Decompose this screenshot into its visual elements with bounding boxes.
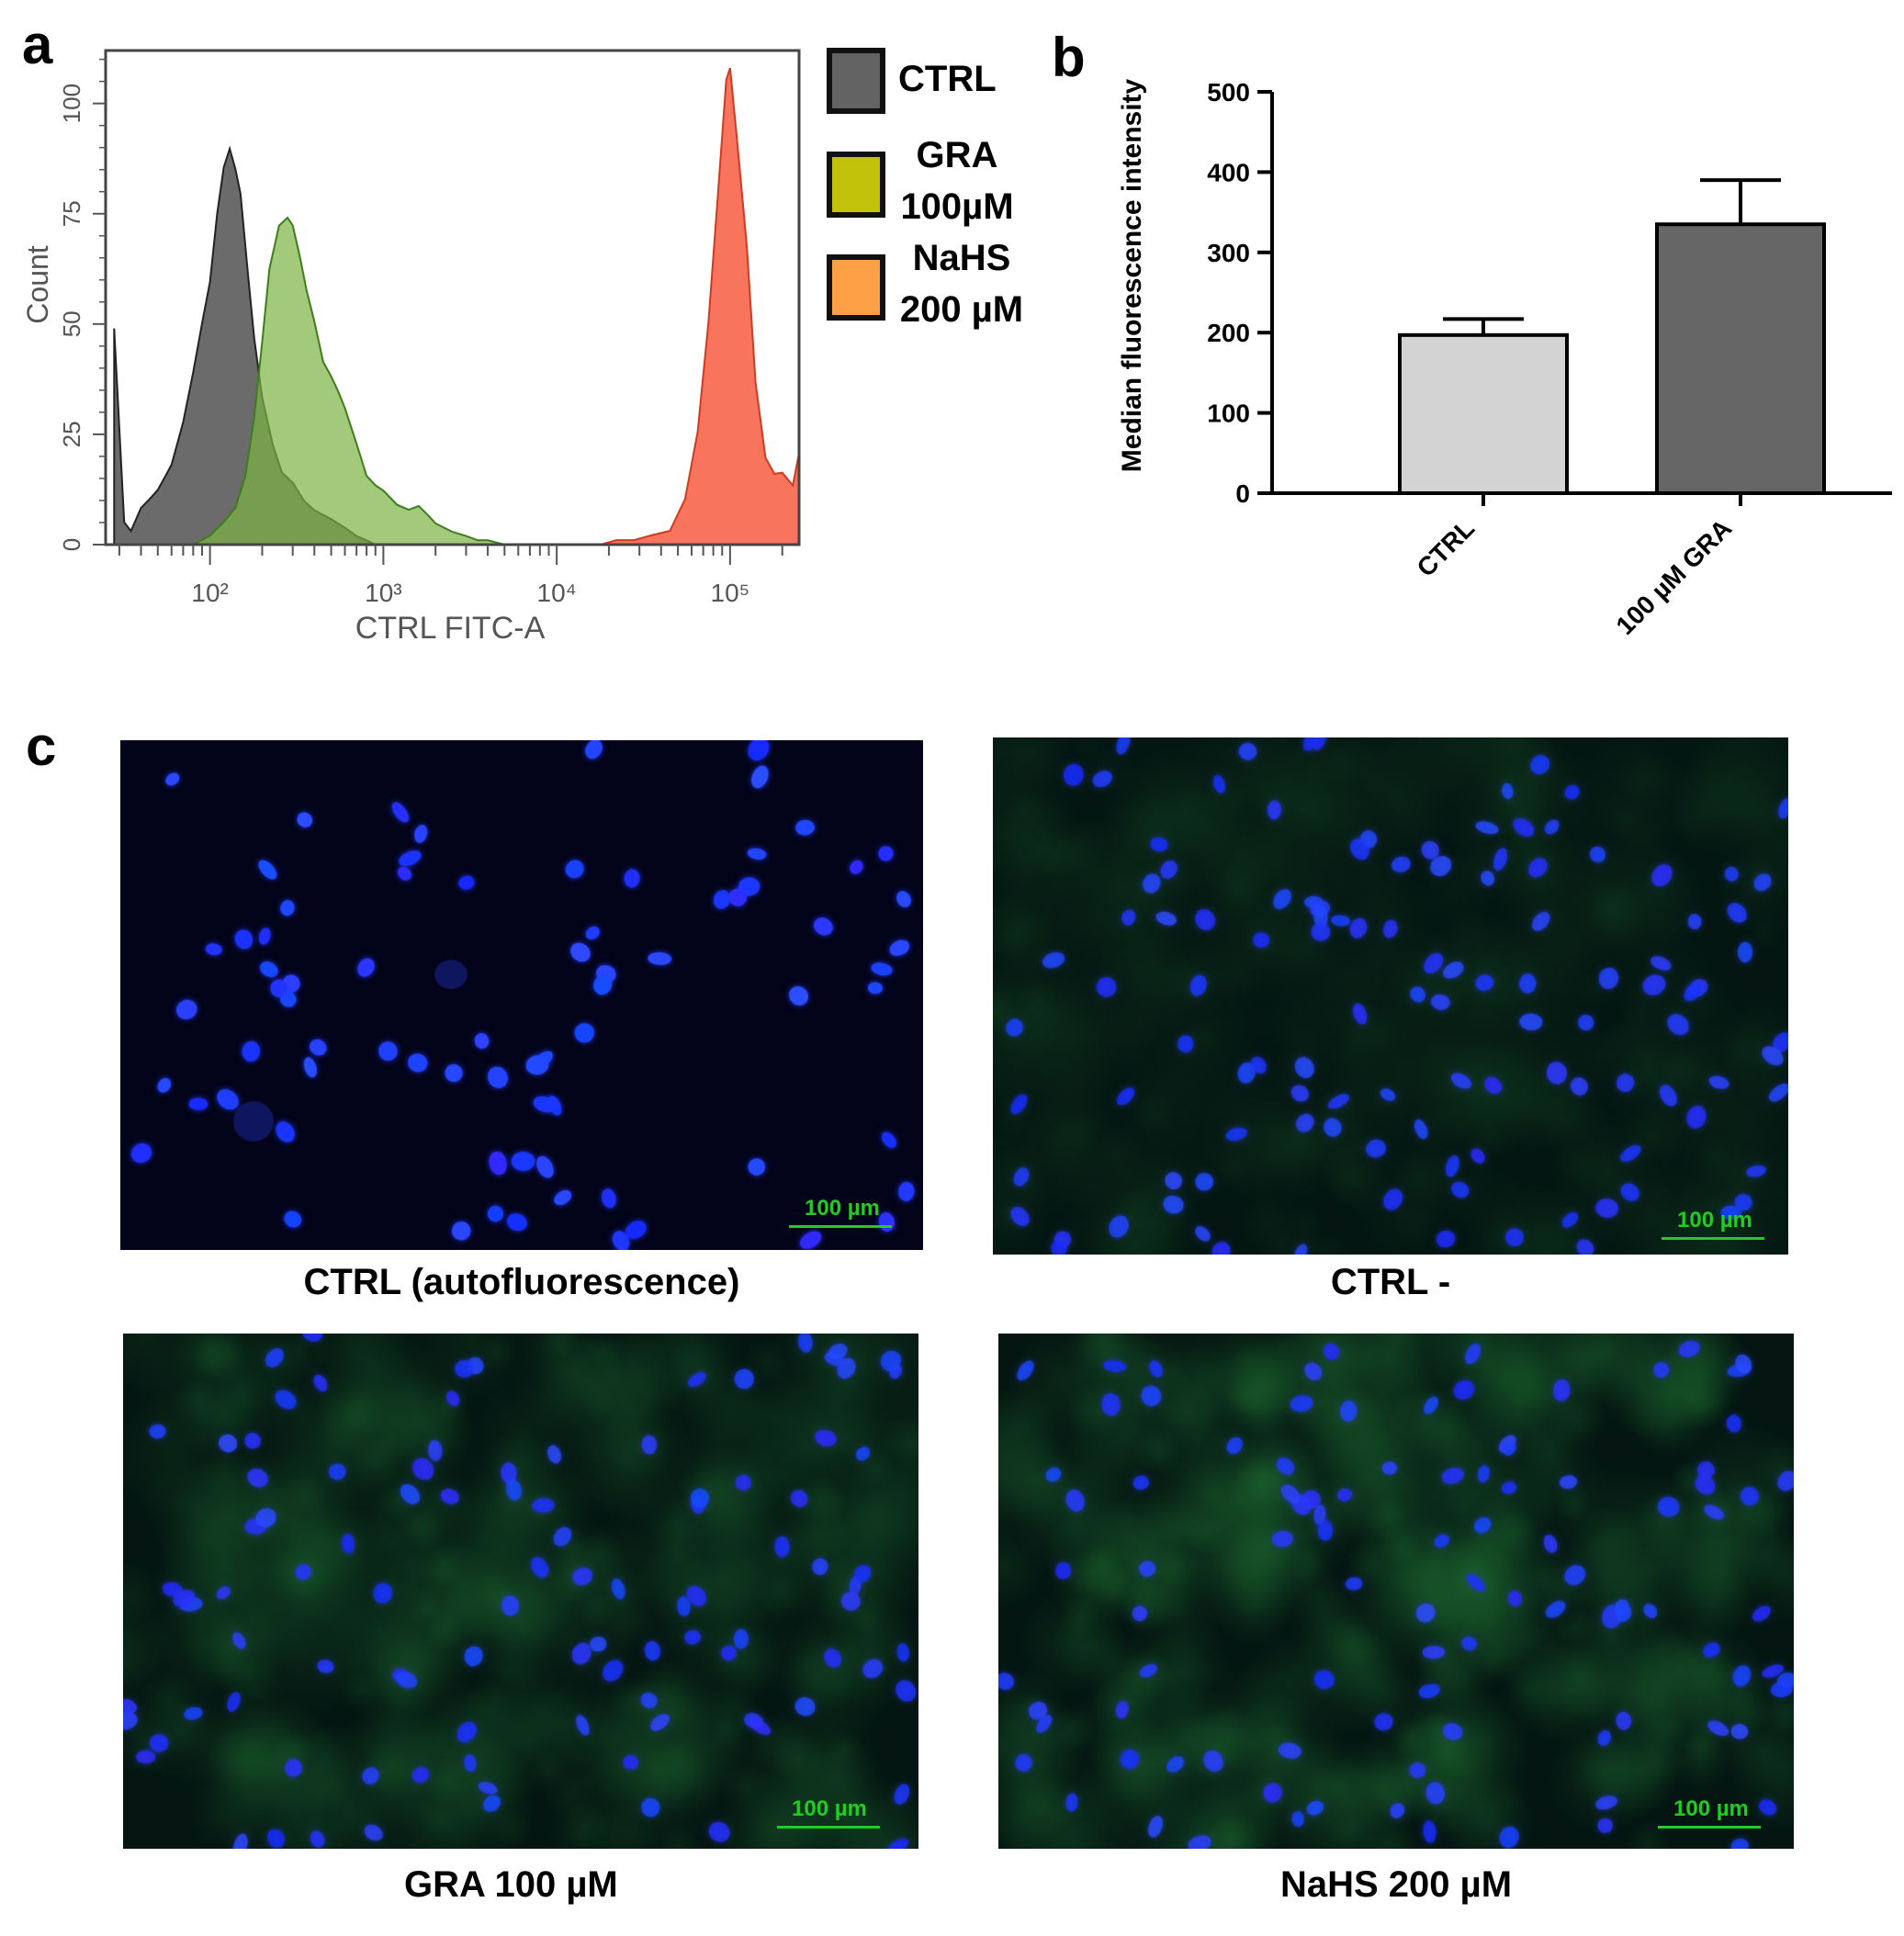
bar-y-tick-label: 400 [1207,158,1250,186]
x-tick-label: 10⁴ [537,579,577,607]
histogram-series-group [113,67,800,546]
bar-1 [1655,222,1826,496]
micrograph-image [998,1334,1794,1849]
caption-ctrl-autofluorescence: CTRL (autofluorescence) [303,1262,740,1302]
histogram-series-1 [192,216,505,546]
legend-swatch-nahs [827,254,885,321]
x-tick-label: 10⁵ [711,579,750,607]
y-tick-label: 100 [58,84,85,123]
caption-gra-100um: GRA 100 µM [404,1864,618,1905]
bar-y-tick-label: 300 [1207,239,1250,267]
flow-histogram: 10² 10³ 10⁴ 10⁵ 0 25 50 75 100 CTRL FITC-A Count [21,49,801,646]
bar-category-label: 100 µM GRA [1610,513,1737,640]
legend-label-nahs-line2: 200 µM [899,289,1024,330]
panel-label-b: b [1052,27,1086,88]
panel-label-c: c [26,715,57,777]
bar-y-tick-label: 0 [1235,479,1250,508]
y-tick-label: 50 [58,310,85,337]
bar-category-label: CTRL [1412,513,1481,582]
micrograph-ctrl-negative: 100 µm [993,737,1788,1255]
legend-swatch-gra [827,152,885,218]
y-tick-label: 0 [58,538,85,551]
scalebar-line [1662,1237,1764,1240]
micrograph-gra-100um: 100 µm [123,1334,918,1849]
scalebar-line [777,1826,880,1829]
bar-y-axis-label: Median fluorescence intensity [1117,78,1147,472]
y-tick-label: 25 [58,421,85,447]
legend-label-gra-line2: 100µM [900,186,1014,227]
micrograph-image [120,740,923,1250]
bar-y-tick-label: 100 [1207,400,1250,428]
x-tick-label: 10³ [365,579,401,607]
scalebar-label: 100 µm [1677,1208,1752,1233]
histogram-x-axis-label: CTRL FITC-A [355,611,546,646]
histogram-series-2 [601,67,800,546]
panel-label-a: a [22,14,53,75]
legend-label-ctrl: CTRL [898,59,997,99]
histogram-y-axis-label: Count [21,245,54,324]
scalebar-line [789,1225,892,1228]
micrograph-image [123,1334,918,1849]
micrograph-image [993,737,1788,1255]
caption-ctrl-negative: CTRL - [1330,1262,1451,1302]
y-tick-label: 75 [58,200,85,227]
bar-0 [1398,332,1569,495]
histogram-axes: 10² 10³ 10⁴ 10⁵ 0 25 50 75 100 [58,58,783,607]
scalebar-label: 100 µm [805,1196,880,1221]
micrograph-nahs-200um: 100 µm [998,1334,1794,1849]
mfi-bar-chart: 0 100 200 300 400 500 CTRL 100 µM GRA Median fl… [1117,78,1892,640]
histogram-frame [104,49,801,546]
scalebar-label: 100 µm [792,1796,867,1821]
caption-nahs-200um: NaHS 200 µM [1279,1864,1513,1905]
bar-y-tick-label: 500 [1207,78,1250,107]
legend-label-nahs-line1: NaHS [912,238,1011,278]
micrograph-ctrl-autofluorescence: 100 µm [120,740,923,1250]
bar-y-tick-label: 200 [1207,319,1250,347]
bar-marks [1398,178,1826,496]
x-tick-label: 10² [191,579,228,607]
scalebar-line [1658,1826,1761,1829]
legend-swatch-ctrl [827,48,885,114]
scalebar-label: 100 µm [1673,1796,1749,1821]
legend-label-gra-line1: GRA [916,135,998,175]
